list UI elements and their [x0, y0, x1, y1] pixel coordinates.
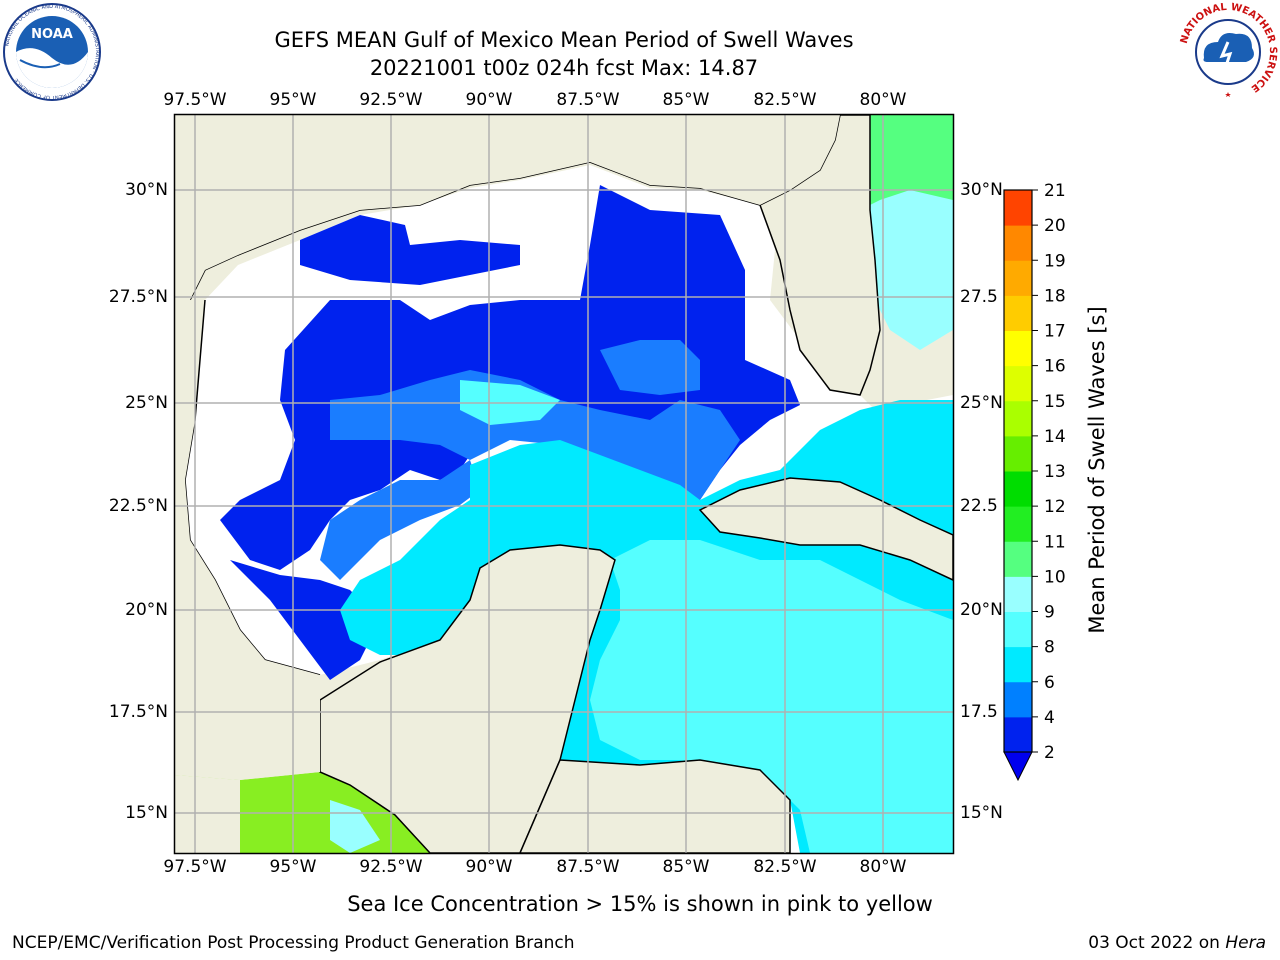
- lon-label-top: 97.5°W: [163, 90, 227, 110]
- colorbar-tick-label: 9: [1044, 603, 1055, 623]
- colorbar-segment: [1004, 716, 1032, 753]
- cuba-land: [698, 477, 953, 581]
- lat-label-right: 20°N: [960, 600, 1003, 620]
- colorbar-segment: [1004, 260, 1032, 296]
- sea-ice-caption: Sea Ice Concentration > 15% is shown in …: [347, 892, 933, 916]
- lat-label-right: 30°N: [960, 180, 1003, 200]
- colorbar-segment: [1004, 295, 1032, 331]
- colorbar-tick-label: 10: [1044, 567, 1066, 587]
- lon-label-top: 92.5°W: [359, 90, 423, 110]
- colorbar-tick-label: 8: [1044, 638, 1055, 658]
- colorbar-tick-label: 11: [1044, 532, 1066, 552]
- colorbar-under-triangle: [1003, 751, 1033, 782]
- lon-label-bottom: 92.5°W: [359, 857, 423, 877]
- swell-4-6s-region-2: [600, 340, 700, 395]
- footer-date: 03 Oct 2022 on Hera: [1088, 933, 1266, 953]
- swell-9-10s-region: [845, 160, 953, 350]
- lat-label-left: 20°N: [125, 600, 168, 620]
- chart-subtitle: 20221001 t00z 024h fcst Max: 14.87: [369, 56, 759, 80]
- lon-label-top: 80°W: [859, 90, 907, 110]
- lat-label-right: 22.5: [960, 496, 998, 516]
- central-america-land: [519, 759, 791, 853]
- lon-label-top: 85°W: [662, 90, 710, 110]
- colorbar-tick-label: 4: [1044, 708, 1055, 728]
- lon-label-bottom: 97.5°W: [163, 857, 227, 877]
- colorbar-tick-label: 16: [1044, 357, 1066, 377]
- noaa-logo: NATIONAL OCEANIC AND ATMOSPHERIC ADMINIS…: [3, 3, 101, 101]
- lat-label-left: 15°N: [125, 803, 168, 823]
- footer-date-text: 03 Oct 2022 on: [1088, 933, 1220, 953]
- lon-label-bottom: 85°W: [662, 857, 710, 877]
- lon-label-bottom: 95°W: [269, 857, 317, 877]
- lat-label-left: 27.5°N: [108, 287, 168, 307]
- lon-label-bottom: 87.5°W: [556, 857, 620, 877]
- lon-label-bottom: 90°W: [465, 857, 513, 877]
- colorbar-tick-label: 13: [1044, 462, 1066, 482]
- lon-label-top: 87.5°W: [556, 90, 620, 110]
- colorbar-segment: [1004, 506, 1032, 542]
- colorbar-tick-label: 19: [1044, 251, 1066, 271]
- lon-label-bottom: 82.5°W: [753, 857, 817, 877]
- chart-title: GEFS MEAN Gulf of Mexico Mean Period of …: [274, 28, 854, 52]
- svg-text:NOAA: NOAA: [31, 27, 73, 42]
- lat-label-left: 17.5°N: [108, 702, 168, 722]
- lat-label-right: 25°N: [960, 393, 1003, 413]
- colorbar-tick-label: 6: [1044, 673, 1055, 693]
- swell-8-9s-region: [590, 540, 953, 853]
- colorbar-segment: [1004, 541, 1032, 577]
- colorbar-label: Mean Period of Swell Waves [s]: [1085, 306, 1109, 634]
- lat-label-left: 30°N: [125, 180, 168, 200]
- footer-host: Hera: [1225, 933, 1266, 953]
- swell-2-4s-region-bay: [230, 560, 380, 680]
- colorbar-tick-label: 21: [1044, 181, 1066, 201]
- swell-2-4s-region-north: [300, 215, 520, 285]
- map-gridlines: [175, 115, 953, 853]
- lon-label-top: 82.5°W: [753, 90, 817, 110]
- colorbar-tick-label: 18: [1044, 286, 1066, 306]
- footer-credit: NCEP/EMC/Verification Post Processing Pr…: [12, 933, 575, 953]
- colorbar-tick-label: 12: [1044, 497, 1066, 517]
- western-land: [175, 115, 240, 853]
- colorbar-tick-label: 14: [1044, 427, 1066, 447]
- colorbar-segment: [1004, 576, 1032, 612]
- colorbar-segment: [1004, 435, 1032, 472]
- colorbar-tick-label: 2: [1044, 743, 1055, 763]
- colorbar-segment: [1004, 471, 1032, 507]
- lon-label-bottom: 80°W: [859, 857, 907, 877]
- nws-logo: NATIONAL WEATHER SERVICE: [1179, 2, 1278, 100]
- lat-label-left: 22.5°N: [108, 496, 168, 516]
- colorbar: 2 4 6 8 9 10 11 12 13 14 15 16 17 18 19 20 21: [1003, 181, 1066, 782]
- lat-label-right: 15°N: [960, 803, 1003, 823]
- swell-4-6s-region: [320, 370, 740, 580]
- colorbar-segment: [1004, 330, 1032, 367]
- colorbar-segment: [1004, 611, 1032, 648]
- colorbar-tick-label: 17: [1044, 322, 1066, 342]
- northern-land: [175, 115, 840, 300]
- colorbar-tick-label: 20: [1044, 216, 1066, 236]
- colorbar-segment: [1004, 225, 1032, 261]
- lon-label-top: 90°W: [465, 90, 513, 110]
- map-frame: [173, 113, 955, 855]
- colorbar-segment: [1004, 190, 1032, 226]
- colorbar-segment: [1004, 365, 1032, 402]
- lat-label-right: 17.5: [960, 702, 998, 722]
- lat-label-left: 25°N: [125, 393, 168, 413]
- colorbar-segment: [1004, 646, 1032, 683]
- lon-label-top: 95°W: [269, 90, 317, 110]
- colorbar-segment: [1004, 400, 1032, 437]
- colorbar-tick-label: 15: [1044, 392, 1066, 412]
- lat-label-right: 27.5: [960, 287, 998, 307]
- colorbar-segment: [1004, 681, 1032, 718]
- western-land-2: [175, 300, 320, 780]
